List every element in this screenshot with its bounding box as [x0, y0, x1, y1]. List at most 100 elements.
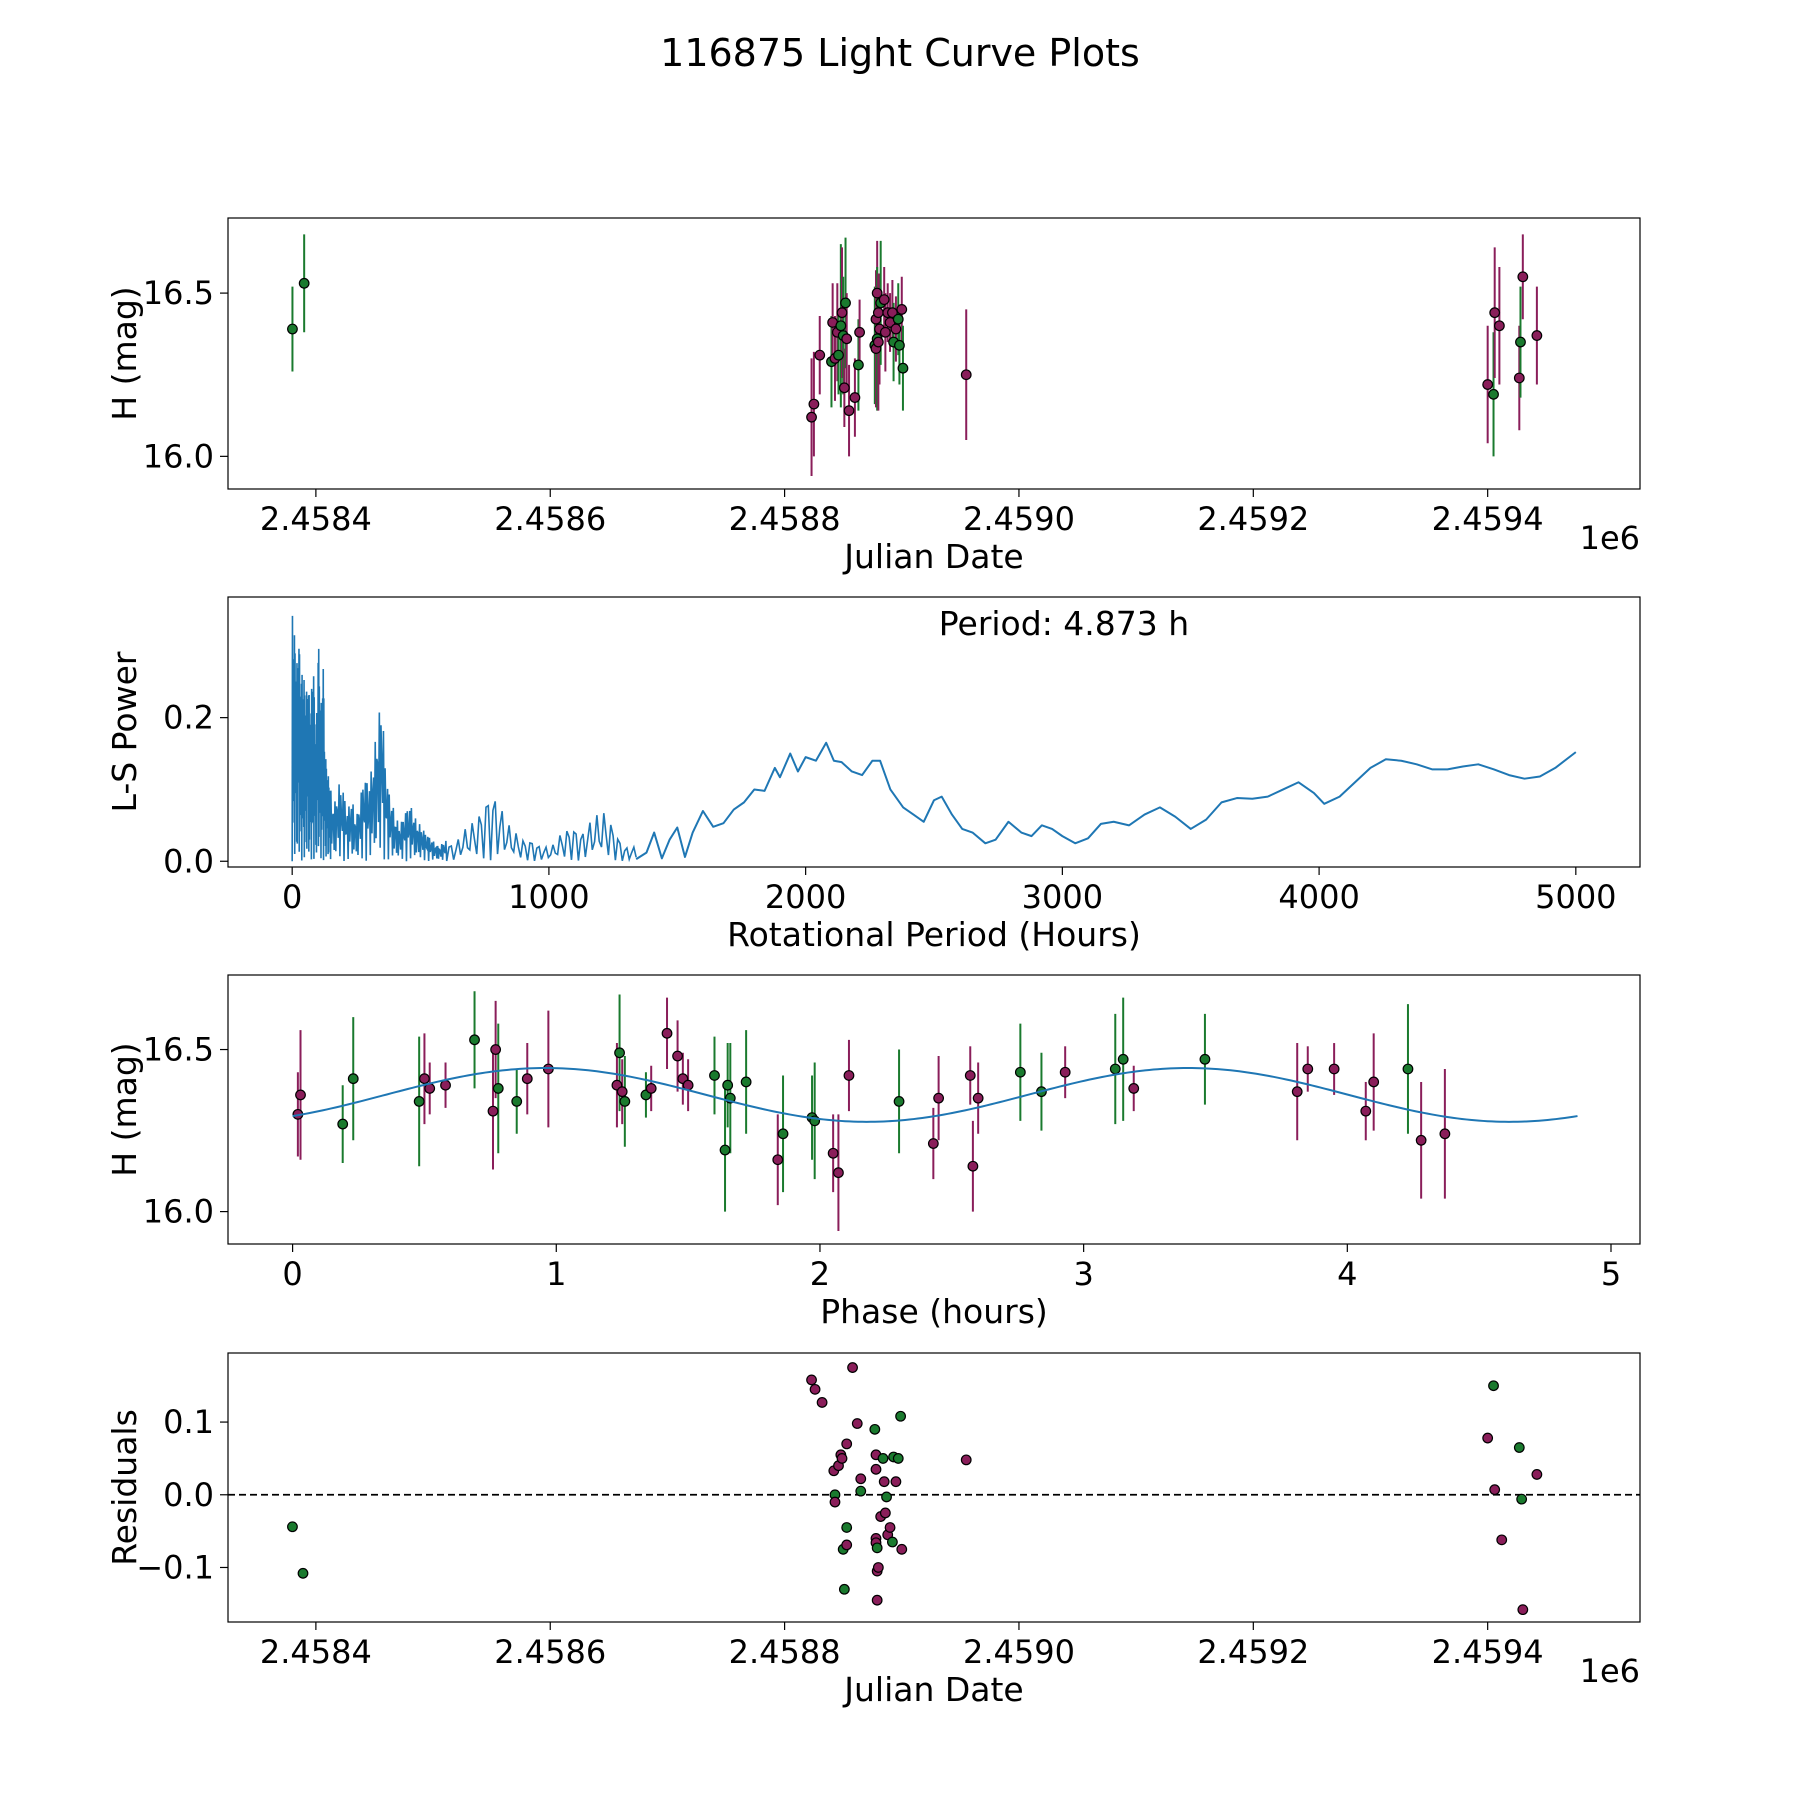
x-tick-label: 3	[1073, 1255, 1093, 1293]
data-point	[884, 1522, 896, 1533]
data-point	[619, 1095, 631, 1107]
y-axis-label: H (mag)	[105, 1042, 144, 1176]
x-tick-label: 2.4588	[729, 1633, 841, 1671]
data-point	[287, 1521, 298, 1533]
data-point	[840, 297, 851, 309]
data-point	[1059, 1066, 1071, 1078]
data-point	[419, 1073, 430, 1085]
data-point	[1489, 1484, 1501, 1496]
data-point	[1516, 1493, 1528, 1505]
data-point	[835, 320, 847, 332]
periodogram-panel: 0 1000 2000 3000 4000 5000 0.0 0.2 Rotational Pe…	[105, 596, 1641, 954]
x-offset-label: 1e6	[1580, 519, 1640, 557]
x-tick-label: 2.4586	[494, 500, 606, 538]
data-point	[964, 1070, 976, 1081]
data-point	[1489, 307, 1501, 319]
data-point	[1415, 1134, 1427, 1146]
periodogram-dense-series	[291, 615, 637, 863]
data-point	[841, 333, 853, 345]
data-point	[896, 1543, 908, 1555]
data-point	[645, 1083, 657, 1094]
data-point	[927, 1138, 939, 1149]
x-tick-label: 2.4592	[1197, 1633, 1309, 1671]
data-point	[722, 1079, 734, 1091]
data-point	[841, 1522, 853, 1533]
x-tick-label: 2.4594	[1432, 1633, 1544, 1671]
data-point	[890, 323, 902, 335]
data-point	[872, 1562, 884, 1573]
data-point	[1128, 1083, 1140, 1094]
y-axis-label: H (mag)	[105, 286, 144, 420]
data-point	[841, 1539, 853, 1551]
y-tick-label: 0.0	[163, 842, 214, 880]
data-point	[869, 1423, 881, 1435]
data-point	[1488, 1380, 1499, 1392]
x-axis-label: Julian Date	[842, 537, 1024, 576]
data-point	[1482, 379, 1494, 390]
data-point	[1531, 330, 1543, 341]
data-point	[851, 1418, 863, 1429]
x-tick-label: 2.4592	[1197, 500, 1309, 538]
data-point	[814, 349, 826, 361]
data-point	[960, 369, 972, 381]
data-point	[871, 287, 883, 299]
data-point	[298, 277, 310, 289]
data-point	[1531, 1469, 1543, 1480]
data-point	[1482, 1432, 1494, 1444]
data-point	[853, 359, 864, 371]
data-point	[847, 1362, 858, 1373]
data-point	[487, 1105, 499, 1117]
x-tick-label: 5000	[1535, 878, 1616, 916]
data-point	[1199, 1053, 1211, 1065]
x-axis-label: Rotational Period (Hours)	[727, 915, 1141, 954]
data-point	[833, 349, 844, 361]
x-tick-label: 1	[546, 1255, 566, 1293]
data-point	[490, 1044, 502, 1055]
y-tick-label: 16.5	[143, 274, 214, 312]
data-point	[413, 1095, 425, 1107]
data-point	[843, 405, 855, 417]
data-point	[870, 1463, 882, 1475]
x-tick-label: 2	[810, 1255, 830, 1293]
data-point	[892, 313, 904, 325]
data-point	[809, 1383, 821, 1395]
data-point	[879, 326, 891, 338]
data-point	[492, 1083, 504, 1094]
x-tick-label: 5	[1601, 1255, 1621, 1293]
x-tick-label: 2.4588	[729, 500, 841, 538]
data-point	[890, 1476, 902, 1488]
y-tick-label: 0.0	[163, 1476, 214, 1514]
x-tick-label: 2000	[765, 878, 846, 916]
data-point	[836, 1453, 848, 1464]
data-point	[287, 323, 298, 335]
period-annotation: Period: 4.873 h	[939, 604, 1189, 643]
x-tick-label: 2.4584	[260, 500, 372, 538]
x-tick-label: 4	[1337, 1255, 1357, 1293]
data-point	[878, 294, 890, 306]
y-axis-label: Residuals	[105, 1409, 144, 1566]
x-tick-label: 4000	[1278, 878, 1359, 916]
x-tick-label: 2.4594	[1432, 500, 1544, 538]
data-point	[893, 1095, 905, 1107]
data-point	[337, 1118, 349, 1130]
data-point	[1328, 1063, 1340, 1075]
data-point	[661, 1027, 673, 1039]
x-tick-label: 2.4590	[963, 1633, 1075, 1671]
data-point	[827, 1147, 839, 1159]
data-point	[881, 1491, 892, 1503]
data-point	[719, 1144, 731, 1156]
x-tick-label: 1000	[508, 878, 589, 916]
x-tick-label: 2.4590	[963, 500, 1075, 538]
y-tick-label: 16.0	[143, 437, 214, 475]
data-point	[511, 1095, 523, 1107]
data-point	[854, 326, 865, 338]
data-point	[806, 411, 817, 423]
x-axis-label: Julian Date	[842, 1670, 1024, 1709]
residuals-panel: 2.4584 2.4586 2.4588 2.4590 2.4592 2.4594 −0.1…	[105, 1352, 1641, 1709]
x-tick-label: 0	[282, 878, 302, 916]
data-point	[829, 1496, 841, 1508]
plot-frame	[227, 1352, 1641, 1623]
data-point	[777, 1128, 789, 1140]
data-point	[896, 304, 908, 315]
data-point	[1402, 1063, 1414, 1075]
